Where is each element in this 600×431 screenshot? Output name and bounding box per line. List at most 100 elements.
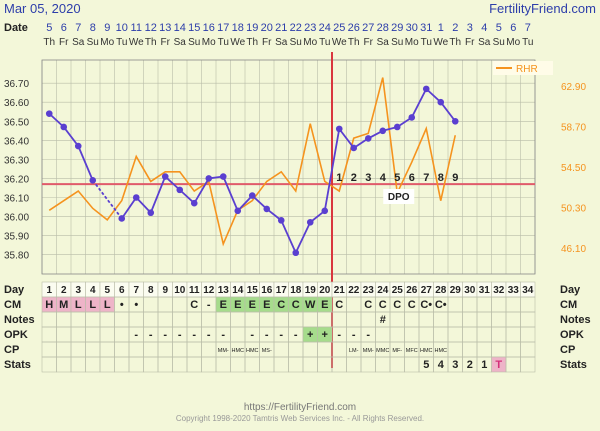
row-label-right-day: Day	[560, 284, 581, 296]
cell-cm	[143, 296, 159, 313]
cell-text-day: 12	[203, 285, 215, 296]
cell-stats	[70, 356, 86, 373]
cell-stats	[302, 356, 318, 373]
bbt-point	[190, 199, 198, 207]
cell-cp	[128, 341, 144, 358]
bbt-segment	[410, 88, 428, 118]
date-number: 5	[46, 22, 52, 34]
date-number: 20	[261, 22, 273, 34]
cell-cp	[288, 341, 304, 358]
weekday-label: We	[129, 37, 144, 48]
weekday-label: Fr	[465, 37, 475, 48]
date-number: 28	[377, 22, 389, 34]
cell-text-cp: MS-	[262, 348, 272, 354]
cell-stats	[114, 356, 130, 373]
cell-text-day: 22	[348, 285, 360, 296]
cell-stats	[505, 356, 521, 373]
cell-text-day: 24	[377, 285, 389, 296]
cell-stats	[186, 356, 202, 373]
bbt-point	[335, 125, 343, 133]
cell-notes	[215, 311, 231, 328]
y-left-tick-label: 35.90	[4, 232, 29, 243]
cell-text-day: 31	[479, 285, 491, 296]
cell-cm	[157, 296, 173, 313]
cell-cp	[99, 341, 115, 358]
y-right-tick-label: 62.90	[561, 82, 586, 93]
bbt-segment	[294, 221, 312, 254]
bbt-point	[350, 144, 358, 152]
cell-notes	[491, 311, 507, 328]
cell-stats	[85, 356, 101, 373]
cell-notes	[99, 311, 115, 328]
weekday-label: Th	[43, 37, 55, 48]
cell-opk	[404, 326, 420, 343]
bbt-segment	[121, 196, 137, 219]
cell-cp	[273, 341, 289, 358]
y-left-tick-label: 36.50	[4, 117, 29, 128]
bbt-segment	[338, 128, 355, 149]
cell-notes	[172, 311, 188, 328]
plot-frame	[41, 59, 536, 275]
cell-text-cm: L	[104, 299, 111, 311]
cell-text-stats: 3	[452, 359, 458, 371]
bbt-point	[45, 110, 53, 117]
cell-cp	[505, 341, 521, 358]
cell-stats	[273, 356, 289, 373]
weekday-label: Fr	[59, 37, 69, 48]
date-number: 30	[406, 22, 418, 34]
dpo-number: 8	[438, 172, 444, 184]
cell-text-cm: C	[190, 299, 198, 311]
y-left-tick-label: 36.20	[4, 174, 29, 185]
bbt-point	[234, 207, 242, 215]
cell-text-day: 23	[363, 285, 375, 296]
weekday-label: Sa	[174, 37, 187, 48]
y-right-tick-label: 50.30	[561, 203, 586, 214]
cell-opk	[99, 326, 115, 343]
dpo-number: 5	[394, 172, 400, 184]
cell-stats	[375, 356, 391, 373]
cell-text-cm: C	[408, 299, 416, 311]
cell-opk	[85, 326, 101, 343]
date-number: 12	[145, 22, 157, 34]
y-right-tick-label: 46.10	[561, 244, 586, 255]
dpo-label: DPO	[388, 192, 410, 203]
cell-text-opk: -	[192, 329, 196, 341]
cell-notes	[418, 311, 434, 328]
cell-opk	[433, 326, 449, 343]
cell-text-stats: 1	[481, 359, 487, 371]
cell-opk	[389, 326, 405, 343]
cell-cm	[346, 296, 362, 313]
weekday-label: Fr	[364, 37, 374, 48]
weekday-label: We	[230, 37, 245, 48]
cell-text-cm: H	[45, 299, 53, 311]
cell-stats	[346, 356, 362, 373]
cell-stats	[331, 356, 347, 373]
cell-stats	[172, 356, 188, 373]
cell-text-day: 8	[148, 285, 154, 296]
dpo-number: 2	[351, 172, 357, 184]
cell-text-day: 6	[119, 285, 125, 296]
cell-text-day: 25	[392, 285, 404, 296]
cell-stats	[404, 356, 420, 373]
cell-text-opk: +	[322, 329, 328, 341]
cell-stats	[56, 356, 72, 373]
bbt-segment	[280, 219, 297, 254]
bbt-point	[205, 175, 213, 182]
cell-text-stats: T	[495, 359, 502, 371]
cell-text-day: 10	[174, 285, 186, 296]
cell-stats	[317, 356, 333, 373]
footer-url[interactable]: https://FertilityFriend.com	[244, 402, 356, 413]
cell-text-day: 11	[189, 285, 200, 296]
date-number: 19	[246, 22, 258, 34]
date-number: 9	[104, 22, 110, 34]
cell-text-day: 15	[247, 285, 259, 296]
cell-text-opk: -	[337, 329, 341, 341]
cell-stats	[389, 356, 405, 373]
cell-text-cm: L	[75, 299, 82, 311]
cell-notes	[259, 311, 275, 328]
dpo-number: 1	[336, 172, 342, 184]
cell-text-opk: -	[294, 329, 298, 341]
weekday-label: Th	[348, 37, 360, 48]
